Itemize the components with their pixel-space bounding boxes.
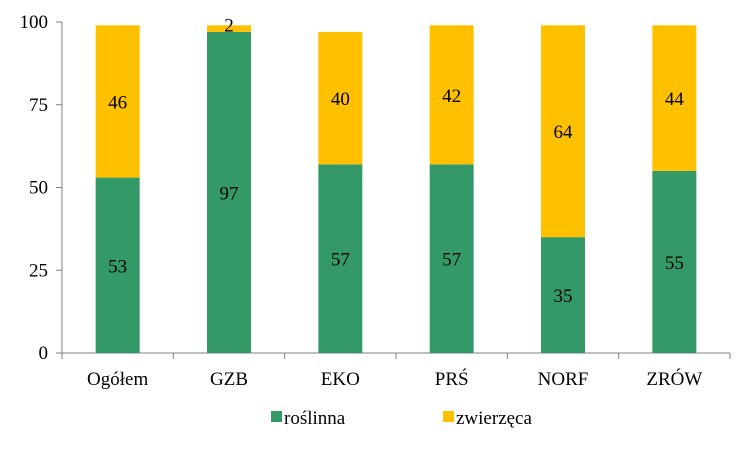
data-label: 35 (554, 286, 573, 307)
legend-swatch (443, 411, 454, 422)
legend-swatch (271, 411, 282, 422)
data-label: 46 (108, 92, 127, 113)
data-label: 42 (442, 86, 461, 107)
x-tick-label: NORF (538, 369, 589, 390)
bar-roslinna (318, 164, 363, 353)
bar-zwierzeca (95, 25, 140, 178)
chart-bars (95, 25, 697, 354)
data-label: 44 (665, 89, 685, 110)
chart-data-labels: 53 46 97 2 57 40 57 42 35 64 55 44 (108, 16, 684, 307)
x-tick-label: GZB (210, 369, 248, 390)
bar-roslinna (429, 164, 474, 353)
y-tick-label: 75 (29, 95, 48, 116)
bar-zwierzeca (207, 25, 251, 32)
legend-label: zwierzęca (456, 408, 532, 429)
bar-roslinna (207, 31, 251, 354)
data-label: 2 (224, 16, 234, 37)
y-tick-label: 50 (29, 178, 48, 199)
data-label: 97 (220, 183, 239, 204)
x-tick-label: ZRÓW (646, 368, 702, 390)
chart-axes: 0 25 50 75 100 Ogółem GZB EKO PRŚ NORF ZRÓW (20, 12, 731, 390)
y-tick-label: 25 (29, 260, 48, 281)
data-label: 55 (665, 253, 684, 274)
bar-zwierzeca (652, 25, 697, 171)
data-label: 57 (331, 250, 350, 271)
bar-roslinna (541, 237, 585, 353)
bar-roslinna (95, 177, 140, 353)
x-tick-label: Ogółem (87, 369, 148, 390)
data-label: 64 (554, 122, 574, 143)
chart-legend: roślinna zwierzęca (271, 408, 532, 429)
data-label: 40 (331, 89, 350, 110)
bar-zwierzeca (429, 25, 474, 165)
bar-roslinna (652, 170, 697, 353)
bar-zwierzeca (318, 31, 363, 165)
x-tick-label: PRŚ (435, 368, 469, 390)
y-tick-label: 100 (20, 12, 49, 33)
x-tick-label: EKO (321, 369, 360, 390)
data-label: 57 (442, 250, 461, 271)
legend-label: roślinna (284, 408, 346, 429)
bar-zwierzeca (541, 25, 585, 238)
data-label: 53 (108, 256, 127, 277)
y-tick-label: 0 (39, 343, 49, 364)
